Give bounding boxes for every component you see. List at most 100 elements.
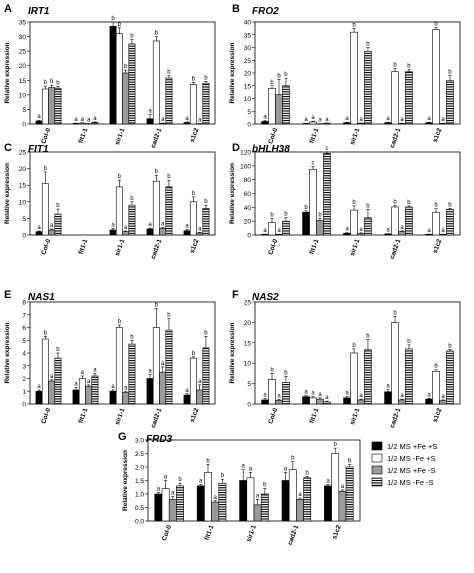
significance-letter: a	[427, 116, 431, 122]
significance-letter: a	[87, 118, 91, 124]
panel-e: E NAS1 0 1 2 3 4 5 6 7 8 Relative expression a b a b Col…	[4, 289, 216, 429]
bar	[159, 228, 167, 236]
significance-letter: a	[284, 466, 288, 472]
significance-letter: a	[359, 227, 363, 233]
panel-letter: E	[4, 289, 11, 301]
significance-letter: b	[393, 63, 397, 69]
legend-label: 1/2 MS -Fe +S	[387, 454, 436, 463]
panel-f: F NAS2 0 5 10 15 20 25 Relative expression a b a b Co…	[229, 289, 461, 429]
bar	[398, 231, 406, 236]
bar	[446, 209, 454, 236]
significance-letter: b	[178, 477, 182, 483]
bar	[54, 357, 62, 405]
significance-letter: b	[167, 313, 171, 319]
panel-letter: F	[232, 289, 239, 301]
panel-g: G FRD3 0.0 0.5 1.0 1.5 2.0 2.5 3.0 Relative expre…	[118, 431, 361, 546]
y-axis-label: Relative expression	[229, 322, 236, 383]
significance-letter: b	[56, 80, 60, 86]
significance-letter: b	[192, 351, 196, 357]
bar	[324, 485, 332, 522]
bar	[196, 485, 205, 522]
y-tick-label: 1.5	[135, 478, 144, 485]
bar	[85, 385, 93, 405]
bar	[78, 122, 86, 125]
significance-letter: b	[434, 22, 438, 28]
bar	[261, 234, 269, 236]
significance-letter: a	[185, 224, 189, 230]
bar	[309, 168, 317, 236]
significance-letter: b	[130, 33, 134, 39]
y-tick-label: 20	[244, 219, 252, 226]
significance-letter: b	[334, 442, 338, 448]
significance-letter: a	[111, 384, 115, 390]
bar	[154, 493, 163, 522]
significance-letter: a	[400, 117, 404, 123]
bar	[168, 499, 177, 522]
x-tick-label: cad2-1	[389, 127, 403, 149]
bar	[309, 397, 317, 405]
y-tick-label: 3.0	[135, 438, 144, 445]
bar	[364, 51, 372, 125]
significance-letter: a	[50, 374, 54, 380]
bar	[218, 482, 227, 522]
bar	[183, 394, 191, 405]
significance-letter: a	[198, 226, 202, 232]
bar	[146, 228, 154, 236]
bar	[405, 206, 413, 236]
legend-label: 1/2 MS +Fe -S	[387, 466, 436, 475]
significance-letter: a	[318, 118, 322, 124]
y-tick-label: 40	[244, 20, 252, 27]
significance-letter: b	[352, 343, 356, 349]
x-tick-label: cad2-1	[150, 127, 164, 149]
y-tick-label: 0.0	[135, 519, 144, 526]
significance-letter: a	[427, 228, 431, 234]
bar	[350, 209, 358, 236]
panel-letter: G	[118, 431, 127, 443]
x-tick-label: fit1-1	[77, 127, 89, 144]
significance-letter: b	[204, 75, 208, 81]
bar	[122, 231, 130, 236]
bar	[183, 230, 191, 236]
bar	[91, 375, 99, 405]
x-tick-label: s1c2	[189, 127, 201, 143]
y-tick-label: 1.0	[135, 492, 144, 499]
significance-letter: a	[256, 493, 260, 499]
bar	[41, 88, 49, 125]
bar	[41, 183, 49, 236]
bar	[405, 71, 413, 125]
y-tick-label: 40	[244, 205, 252, 212]
bar	[239, 480, 248, 522]
y-tick-label: 10	[19, 199, 27, 206]
x-tick-label: s1c2	[432, 407, 444, 423]
bar	[391, 322, 399, 405]
significance-letter: a	[111, 222, 115, 228]
significance-letter: b	[206, 458, 210, 464]
bar	[115, 186, 123, 236]
gene-title: bHLH38	[252, 144, 290, 155]
significance-letter: a	[74, 381, 78, 387]
bar	[350, 352, 358, 405]
significance-letter: a	[325, 395, 329, 401]
bar	[161, 488, 170, 522]
significance-letter: b	[56, 203, 60, 209]
significance-letter: a	[161, 221, 165, 227]
significance-letter: b	[348, 458, 352, 464]
x-tick-label: cad2-1	[150, 407, 164, 429]
significance-letter: a	[199, 479, 203, 485]
y-tick-label: 15	[19, 78, 27, 85]
bar	[196, 232, 204, 236]
y-tick-label: 6	[22, 325, 26, 332]
bar	[246, 477, 255, 522]
significance-letter: a	[242, 464, 246, 470]
panel-letter: A	[4, 3, 12, 15]
x-tick-label: fit1-1	[77, 407, 89, 424]
x-tick-label: Col-0	[40, 127, 52, 145]
y-tick-label: 10	[19, 92, 27, 99]
significance-letter: a	[441, 228, 445, 234]
bar	[253, 504, 262, 522]
panel-a: A IRT1 0 5 10 15 20 25 30 35 Relative expression a b…	[4, 3, 216, 149]
significance-letter: b	[407, 64, 411, 70]
y-axis-label: Relative expression	[229, 42, 236, 103]
panel-letter: C	[4, 142, 12, 154]
